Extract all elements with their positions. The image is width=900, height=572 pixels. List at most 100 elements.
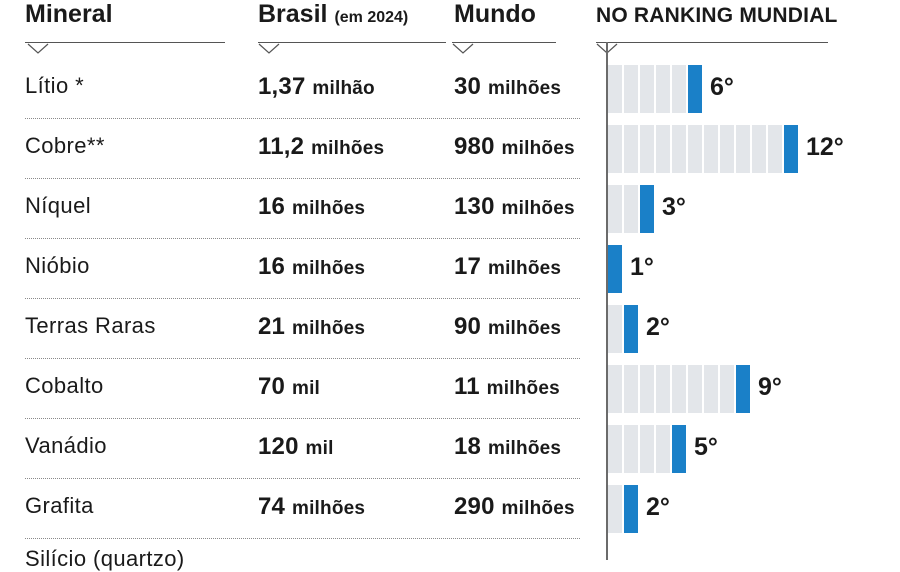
rank-segment [656, 65, 672, 113]
header-rule-brasil [258, 42, 446, 43]
ranking-axis [606, 42, 608, 560]
rank-marker [640, 185, 654, 233]
rank-segment [624, 365, 640, 413]
rank-segment [624, 425, 640, 473]
row-separator [25, 478, 580, 479]
rank-marker [608, 245, 622, 293]
table-row: Cobre** 11,2 milhões 980 milhões [0, 119, 605, 179]
row-separator [25, 118, 580, 119]
rank-label: 9° [758, 373, 782, 401]
rank-label: 6° [710, 73, 734, 101]
rank-segment [640, 365, 656, 413]
mineral-name: Vanádio [25, 433, 107, 458]
row-separator [25, 358, 580, 359]
header-mundo: Mundo [454, 0, 536, 28]
rank-segment [608, 425, 624, 473]
row-separator [25, 418, 580, 419]
mundo-number: 290 [454, 493, 495, 520]
table-row: Nióbio 16 milhões 17 milhões [0, 239, 605, 299]
rank-segment [752, 125, 768, 173]
rank-marker [688, 65, 702, 113]
rank-marker [672, 425, 686, 473]
brasil-unit: milhões [291, 198, 366, 219]
brasil-unit: milhões [291, 318, 366, 339]
brasil-number: 16 [258, 193, 286, 220]
rank-segment [720, 125, 736, 173]
brasil-number: 21 [258, 313, 286, 340]
brasil-unit: milhão [312, 78, 375, 99]
mineral-name: Terras Raras [25, 313, 156, 338]
mundo-number: 30 [454, 73, 482, 100]
mineral-name: Lítio * [25, 73, 85, 98]
mundo-value: 980 milhões [454, 133, 575, 161]
header-brasil: Brasil (em 2024) [258, 0, 408, 29]
mineral-name: Cobalto [25, 373, 104, 398]
rank-segment [608, 125, 624, 173]
mineral-name: Grafita [25, 493, 94, 518]
table-row: Vanádio 120 mil 18 milhões [0, 419, 605, 479]
mundo-unit: milhões [501, 198, 575, 219]
rank-segment [624, 65, 640, 113]
rank-marker [624, 305, 638, 353]
table-row: Níquel 16 milhões 130 milhões [0, 179, 605, 239]
rank-segment [656, 125, 672, 173]
rank-marker [624, 485, 638, 533]
brasil-value: 1,37 milhão [258, 73, 375, 101]
mundo-number: 11 [454, 373, 480, 400]
brasil-unit: milhões [291, 498, 366, 519]
row-separator [25, 298, 580, 299]
table-row: Cobalto 70 mil 11 milhões [0, 359, 605, 419]
mundo-unit: milhões [487, 318, 562, 339]
rank-label: 12° [806, 133, 844, 161]
rank-segment [640, 65, 656, 113]
brasil-value: 74 milhões [258, 493, 365, 521]
mundo-value: 90 milhões [454, 313, 561, 341]
rank-segment [656, 425, 672, 473]
row-separator [25, 238, 580, 239]
brasil-number: 11,2 [258, 133, 305, 160]
brasil-number: 16 [258, 253, 286, 280]
brasil-number: 1,37 [258, 73, 306, 100]
brasil-value: 120 mil [258, 433, 334, 461]
rank-label: 1° [630, 253, 654, 281]
rank-label: 3° [662, 193, 686, 221]
brasil-unit: milhões [311, 138, 385, 159]
header-ranking: NO RANKING MUNDIAL [596, 4, 838, 27]
mundo-value: 18 milhões [454, 433, 561, 461]
brasil-value: 21 milhões [258, 313, 365, 341]
mineral-name: Níquel [25, 193, 91, 218]
rank-label: 5° [694, 433, 718, 461]
brasil-value: 16 milhões [258, 253, 365, 281]
rank-segment [704, 365, 720, 413]
brasil-value: 11,2 milhões [258, 133, 384, 161]
rank-segment [672, 65, 688, 113]
mundo-unit: milhões [501, 498, 575, 519]
header-rule-ranking [596, 42, 828, 43]
header-mineral: Mineral [25, 0, 113, 28]
mineral-name: Cobre** [25, 133, 105, 158]
mundo-unit: milhões [501, 138, 575, 159]
rank-segment [688, 125, 704, 173]
rank-segment [608, 485, 624, 533]
table-row: Lítio * 1,37 milhão 30 milhões [0, 59, 605, 119]
header-brasil-note: (em 2024) [334, 9, 409, 26]
rank-label: 2° [646, 313, 670, 341]
rank-segment [640, 425, 656, 473]
mundo-value: 11 milhões [454, 373, 560, 401]
mineral-name: Nióbio [25, 253, 90, 278]
brasil-unit: mil [305, 438, 334, 459]
rank-segment [672, 365, 688, 413]
rank-segment [624, 185, 640, 233]
brasil-unit: milhões [291, 258, 366, 279]
header-brasil-label: Brasil [258, 0, 328, 28]
rank-segment [608, 305, 624, 353]
mundo-value: 290 milhões [454, 493, 575, 521]
header-rule-mundo [452, 42, 556, 43]
brasil-value: 16 milhões [258, 193, 365, 221]
partial-row-label: Silício (quartzo) [25, 546, 185, 571]
brasil-value: 70 mil [258, 373, 320, 401]
rank-segment [608, 185, 624, 233]
mundo-number: 130 [454, 193, 495, 220]
brasil-number: 74 [258, 493, 286, 520]
rank-marker [784, 125, 798, 173]
